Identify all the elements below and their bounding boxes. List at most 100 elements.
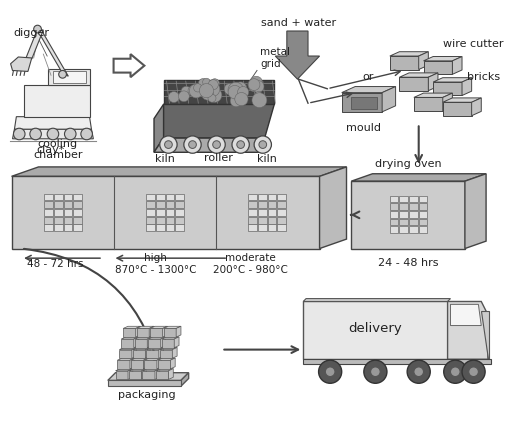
Polygon shape (116, 371, 128, 379)
Polygon shape (433, 82, 462, 95)
Polygon shape (48, 68, 90, 85)
Polygon shape (268, 201, 276, 208)
Circle shape (238, 87, 249, 97)
Circle shape (451, 367, 460, 376)
Polygon shape (24, 85, 90, 116)
Polygon shape (145, 347, 150, 358)
Polygon shape (248, 209, 257, 216)
Polygon shape (268, 217, 276, 224)
Polygon shape (117, 360, 130, 369)
Polygon shape (443, 93, 453, 111)
Polygon shape (132, 347, 137, 358)
Polygon shape (277, 217, 286, 224)
Circle shape (192, 89, 201, 98)
Text: metal
grid: metal grid (260, 47, 290, 69)
Polygon shape (142, 371, 155, 379)
Polygon shape (44, 194, 53, 200)
Polygon shape (128, 368, 133, 379)
Polygon shape (54, 209, 62, 216)
Polygon shape (141, 368, 146, 379)
Text: clay*: clay* (37, 145, 65, 155)
Polygon shape (175, 217, 184, 224)
Circle shape (252, 81, 264, 92)
Polygon shape (258, 201, 267, 208)
Polygon shape (108, 373, 188, 380)
Circle shape (160, 136, 177, 153)
Polygon shape (133, 349, 145, 358)
Circle shape (188, 86, 198, 96)
Polygon shape (73, 194, 82, 200)
Polygon shape (63, 194, 72, 200)
Polygon shape (63, 201, 72, 208)
Polygon shape (164, 80, 274, 104)
Polygon shape (248, 217, 257, 224)
Circle shape (230, 95, 242, 107)
Polygon shape (414, 93, 453, 97)
Polygon shape (123, 326, 140, 328)
Polygon shape (136, 326, 140, 337)
Polygon shape (12, 129, 93, 139)
Polygon shape (44, 217, 53, 224)
Circle shape (194, 84, 202, 92)
Polygon shape (429, 73, 438, 91)
Circle shape (252, 93, 267, 108)
Circle shape (203, 78, 210, 86)
Polygon shape (419, 203, 428, 210)
Circle shape (228, 82, 244, 98)
Text: digger: digger (14, 28, 50, 38)
Polygon shape (162, 337, 179, 339)
Polygon shape (351, 97, 377, 109)
Polygon shape (165, 209, 174, 216)
Polygon shape (165, 201, 174, 208)
Polygon shape (409, 219, 418, 225)
Polygon shape (161, 337, 165, 348)
Polygon shape (409, 226, 418, 233)
Polygon shape (146, 209, 155, 216)
Polygon shape (303, 299, 451, 301)
Polygon shape (165, 225, 174, 231)
Polygon shape (164, 328, 176, 337)
Text: 48 - 72 hrs: 48 - 72 hrs (27, 259, 83, 269)
Polygon shape (248, 225, 257, 231)
Polygon shape (53, 71, 86, 83)
Circle shape (462, 360, 485, 383)
Circle shape (234, 82, 247, 94)
Circle shape (59, 70, 67, 78)
Polygon shape (144, 358, 162, 360)
Polygon shape (164, 104, 274, 138)
Polygon shape (131, 360, 143, 369)
Circle shape (325, 367, 335, 376)
Polygon shape (156, 201, 164, 208)
Circle shape (371, 367, 380, 376)
Polygon shape (447, 301, 488, 359)
Circle shape (212, 141, 221, 149)
Circle shape (407, 360, 430, 383)
Polygon shape (399, 203, 408, 210)
Polygon shape (419, 196, 428, 202)
Polygon shape (63, 225, 72, 231)
Text: kiln: kiln (155, 154, 175, 164)
Polygon shape (44, 209, 53, 216)
Circle shape (235, 92, 248, 106)
Text: moderate
200°C - 980°C: moderate 200°C - 980°C (213, 253, 288, 275)
Circle shape (168, 92, 179, 103)
Polygon shape (160, 347, 177, 349)
Polygon shape (419, 52, 429, 70)
Polygon shape (133, 347, 150, 349)
Polygon shape (258, 225, 267, 231)
Circle shape (250, 76, 263, 89)
Circle shape (34, 25, 41, 33)
Circle shape (224, 84, 236, 95)
Circle shape (81, 128, 92, 140)
Polygon shape (148, 337, 165, 339)
Polygon shape (165, 217, 174, 224)
Polygon shape (159, 347, 164, 358)
Polygon shape (390, 196, 398, 202)
Polygon shape (399, 219, 408, 225)
Polygon shape (36, 27, 68, 76)
Polygon shape (409, 211, 418, 218)
Polygon shape (175, 201, 184, 208)
Circle shape (13, 128, 25, 140)
Polygon shape (54, 194, 62, 200)
Polygon shape (351, 181, 465, 249)
